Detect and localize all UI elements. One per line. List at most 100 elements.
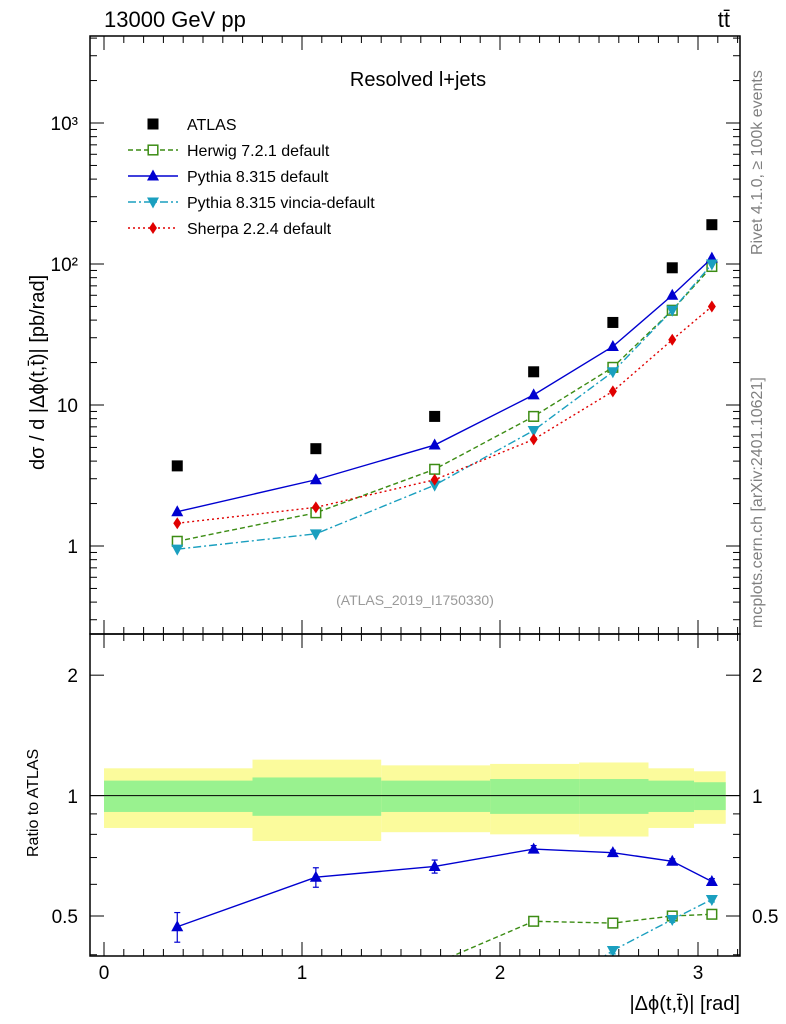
point-pythia-8-315-vincia-default-3 <box>527 425 540 437</box>
ratio-point-pythia-8-315-default-4 <box>606 846 619 858</box>
band-inner-6 <box>694 782 726 811</box>
ytick-label-1000: 10³ <box>51 114 78 135</box>
ratio-point-pythia-8-315-default-6 <box>705 874 718 886</box>
legend-marker-atlas <box>147 118 159 130</box>
xtick-label-3: 3 <box>693 963 704 984</box>
series-line-sherpa-2-2-4-default <box>177 305 713 524</box>
main-plot-area <box>171 219 718 556</box>
analysis-watermark: (ATLAS_2019_I1750330) <box>336 592 494 608</box>
point-atlas-6 <box>706 219 718 231</box>
series-line-herwig-7-2-1-default <box>177 266 713 542</box>
point-atlas-0 <box>171 460 183 472</box>
legend-marker-pythia-8-315-vincia-default <box>147 197 159 209</box>
legend-label-atlas: ATLAS <box>187 117 237 134</box>
ratio-ytick-label-right-1: 1 <box>752 787 763 808</box>
legend-entry-herwig: Herwig 7.2.1 default <box>128 143 330 160</box>
legend-marker-sherpa-2-2-4-default <box>149 222 157 234</box>
main-ylabel: dσ / d |Δϕ(t,t̄)| [pb/rad] <box>27 275 49 470</box>
legend-entry-pythia: Pythia 8.315 default <box>128 169 329 186</box>
ratio-plot-area <box>90 759 740 1011</box>
main-title: Resolved l+jets <box>350 69 486 91</box>
mcplots-label: mcplots.cern.ch [arXiv:2401.10621] <box>749 377 766 628</box>
point-pythia-8-315-default-1 <box>309 473 322 485</box>
legend-symbol-atlas <box>147 118 159 130</box>
process-label: tt̄ <box>718 7 730 32</box>
series-line-pythia-8-315-vincia-default <box>177 263 713 550</box>
xtick-label-1: 1 <box>297 963 308 984</box>
ratio-ytick-label-right-0.5: 0.5 <box>752 907 778 928</box>
point-sherpa-2-2-4-default-3 <box>529 433 538 446</box>
point-pythia-8-315-default-0 <box>171 505 184 517</box>
point-sherpa-2-2-4-default-5 <box>668 333 677 346</box>
legend-symbol-herwig <box>128 144 178 156</box>
legend-label-vincia: Pythia 8.315 vincia-default <box>187 195 375 212</box>
ratio-point-pythia-8-315-vincia-default-3 <box>705 894 718 906</box>
x-axis-label: |Δϕ(t,t̄)| [rad] <box>629 993 740 1015</box>
ratio-line-herwig-7-2-1-default <box>450 913 712 956</box>
point-atlas-2 <box>429 410 441 422</box>
ratio-point-herwig-7-2-1-default-1 <box>430 959 440 969</box>
point-pythia-8-315-vincia-default-4 <box>606 367 619 379</box>
ratio-point-herwig-7-2-1-default-5 <box>706 908 718 920</box>
point-pythia-8-315-vincia-default-1 <box>309 529 322 541</box>
legend-symbol-vincia <box>128 197 178 209</box>
energy-label: 13000 GeV pp <box>104 7 246 32</box>
legend-symbol-sherpa <box>128 222 178 234</box>
ratio-ytick-label-left-2: 2 <box>67 666 78 687</box>
ratio-point-pythia-8-315-default-0 <box>171 920 184 932</box>
point-sherpa-2-2-4-default-0 <box>173 517 182 530</box>
ratio-line-pythia-8-315-vincia-default <box>603 898 713 956</box>
legend-entry-vincia: Pythia 8.315 vincia-default <box>128 195 375 212</box>
ratio-point-pythia-8-315-vincia-default-1 <box>606 945 619 956</box>
point-pythia-8-315-vincia-default-2 <box>428 480 441 492</box>
main-panel: Resolved l+jets (ATLAS_2019_I1750330) dσ… <box>27 35 741 635</box>
ratio-ytick-label-right-2: 2 <box>752 666 763 687</box>
band-inner-0 <box>104 780 253 812</box>
point-pythia-8-315-default-4 <box>606 339 619 351</box>
legend-label-pythia: Pythia 8.315 default <box>187 169 329 186</box>
ratio-point-pythia-8-315-default-5 <box>666 854 679 866</box>
legend: ATLAS Herwig 7.2.1 default Pythia 8.315 … <box>128 117 375 238</box>
legend-entry-sherpa: Sherpa 2.2.4 default <box>128 221 332 238</box>
series-line-pythia-8-315-default <box>177 257 713 513</box>
point-pythia-8-315-default-5 <box>666 288 679 300</box>
band-inner-3 <box>490 779 580 814</box>
legend-symbol-pythia <box>128 169 178 181</box>
band-inner-5 <box>648 780 695 812</box>
point-pythia-8-315-default-2 <box>428 438 441 450</box>
ratio-point-pythia-8-315-vincia-default-2 <box>666 915 679 927</box>
band-inner-1 <box>252 777 382 816</box>
legend-entry-atlas: ATLAS <box>147 117 237 134</box>
ratio-ylabel: Ratio to ATLAS <box>25 749 42 857</box>
point-sherpa-2-2-4-default-1 <box>311 501 320 514</box>
ratio-point-pythia-8-315-default-2 <box>428 859 441 871</box>
ratio-ytick-label-left-0.5: 0.5 <box>52 907 78 928</box>
ratio-point-herwig-7-2-1-default-0 <box>380 1000 390 1010</box>
point-pythia-8-315-vincia-default-6 <box>705 259 718 271</box>
legend-label-herwig: Herwig 7.2.1 default <box>187 143 330 160</box>
point-atlas-5 <box>666 262 678 274</box>
point-atlas-1 <box>310 443 322 455</box>
ytick-label-10: 10 <box>57 396 78 417</box>
main-axis-ticks <box>90 36 740 634</box>
xtick-label-2: 2 <box>495 963 506 984</box>
point-atlas-3 <box>528 366 540 378</box>
ratio-point-pythia-8-315-vincia-default-0 <box>528 1000 540 1011</box>
ratio-panel: Ratio to ATLAS 2 1 0.5 2 1 0.5 0 1 2 3 |… <box>25 633 778 1015</box>
band-inner-2 <box>381 780 491 812</box>
ratio-frame <box>89 633 741 957</box>
ratio-point-pythia-8-315-default-1 <box>309 870 322 882</box>
point-herwig-7-2-1-default-3 <box>528 410 540 422</box>
point-sherpa-2-2-4-default-2 <box>430 473 439 486</box>
ratio-point-pythia-8-315-default-3 <box>527 842 540 854</box>
legend-label-sherpa: Sherpa 2.2.4 default <box>187 221 332 238</box>
ratio-axis-ticks <box>90 634 740 956</box>
point-atlas-4 <box>607 316 619 328</box>
ratio-line-pythia-8-315-default <box>177 848 713 928</box>
ytick-label-100: 10² <box>51 255 78 276</box>
ratio-ytick-label-left-1: 1 <box>67 787 78 808</box>
point-sherpa-2-2-4-default-4 <box>608 385 617 398</box>
legend-marker-pythia-8-315-default <box>147 169 159 181</box>
xtick-label-0: 0 <box>99 963 110 984</box>
point-sherpa-2-2-4-default-6 <box>707 300 716 313</box>
